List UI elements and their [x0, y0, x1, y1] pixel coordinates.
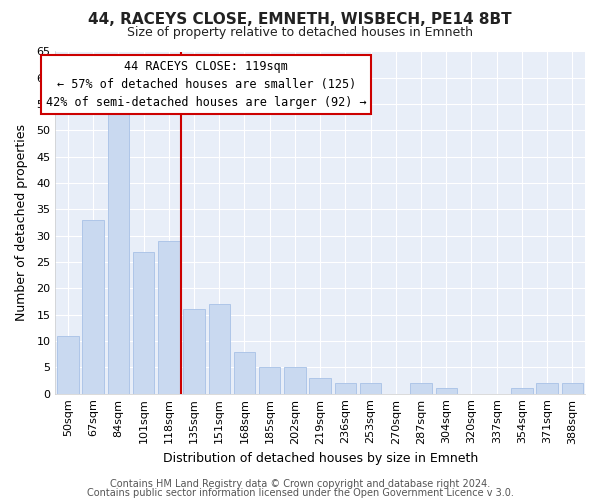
- Bar: [562, 383, 583, 394]
- Y-axis label: Number of detached properties: Number of detached properties: [15, 124, 28, 321]
- Text: 44 RACEYS CLOSE: 119sqm
← 57% of detached houses are smaller (125)
42% of semi-d: 44 RACEYS CLOSE: 119sqm ← 57% of detache…: [46, 60, 367, 109]
- Bar: [310, 378, 331, 394]
- Text: Size of property relative to detached houses in Emneth: Size of property relative to detached ho…: [127, 26, 473, 39]
- Bar: [57, 336, 79, 394]
- Bar: [536, 383, 558, 394]
- Bar: [436, 388, 457, 394]
- Bar: [209, 304, 230, 394]
- Bar: [335, 383, 356, 394]
- Bar: [511, 388, 533, 394]
- Text: 44, RACEYS CLOSE, EMNETH, WISBECH, PE14 8BT: 44, RACEYS CLOSE, EMNETH, WISBECH, PE14 …: [88, 12, 512, 28]
- Bar: [158, 241, 179, 394]
- Bar: [284, 368, 305, 394]
- Bar: [360, 383, 382, 394]
- Bar: [82, 220, 104, 394]
- Text: Contains HM Land Registry data © Crown copyright and database right 2024.: Contains HM Land Registry data © Crown c…: [110, 479, 490, 489]
- Bar: [133, 252, 154, 394]
- Text: Contains public sector information licensed under the Open Government Licence v : Contains public sector information licen…: [86, 488, 514, 498]
- Bar: [234, 352, 255, 394]
- Bar: [259, 368, 280, 394]
- Bar: [107, 110, 129, 394]
- Bar: [184, 310, 205, 394]
- X-axis label: Distribution of detached houses by size in Emneth: Distribution of detached houses by size …: [163, 452, 478, 465]
- Bar: [410, 383, 432, 394]
